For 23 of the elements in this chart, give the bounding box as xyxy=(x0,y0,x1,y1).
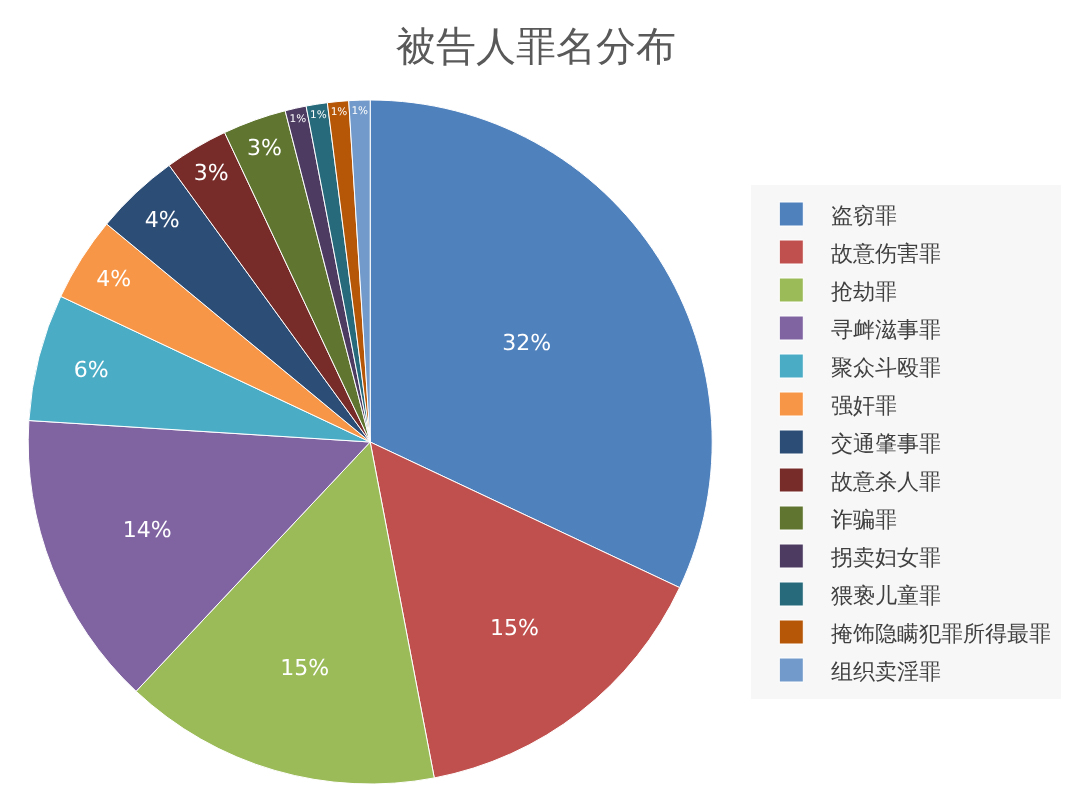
data-label: 6% xyxy=(73,357,109,384)
legend-label: 拐卖妇女罪 xyxy=(829,544,942,571)
legend-label: 交通肇事罪 xyxy=(831,430,942,457)
data-label: 4% xyxy=(144,207,180,234)
legend-label: 组织卖淫罪 xyxy=(831,658,942,685)
legend-label: 强奸罪 xyxy=(831,392,898,419)
legend-label: 抢劫罪 xyxy=(831,278,898,305)
legend-label: 故意伤害罪 xyxy=(831,240,942,267)
legend-label: 猥亵儿童罪 xyxy=(831,582,942,609)
legend-label: 诈骗罪 xyxy=(831,506,898,533)
data-label: 14% xyxy=(122,517,172,544)
chart-title: 被告人罪名分布 xyxy=(396,22,676,71)
legend-label: 聚众斗殴罪 xyxy=(831,354,942,381)
data-label: 3% xyxy=(193,159,229,186)
data-label: 4% xyxy=(96,266,132,293)
data-label: 32% xyxy=(502,329,552,356)
legend-label: 盗窃罪 xyxy=(831,202,898,229)
data-label: 3% xyxy=(246,134,282,161)
legend-label: 故意杀人罪 xyxy=(831,468,942,495)
data-label: 15% xyxy=(489,614,539,641)
legend-label: 掩饰隐瞒犯罪所得最罪 xyxy=(831,620,1052,647)
data-label: 15% xyxy=(280,654,330,681)
legend-label: 寻衅滋事罪 xyxy=(831,316,942,343)
